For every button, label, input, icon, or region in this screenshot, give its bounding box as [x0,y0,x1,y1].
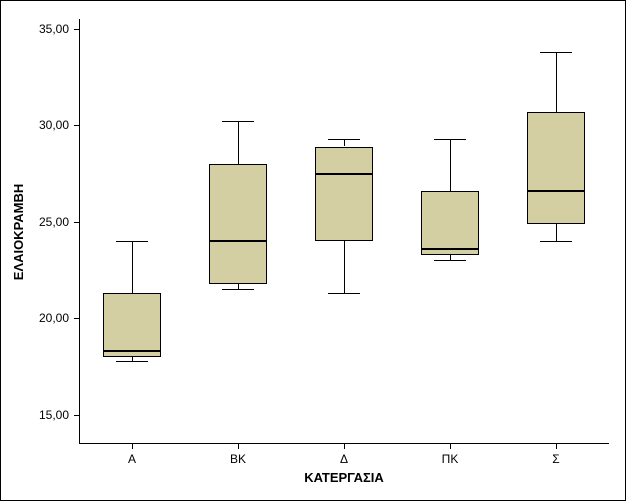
y-tick-mark [74,29,79,30]
whisker-lower-line [344,241,345,293]
x-tick-label: ΠΚ [442,452,459,466]
median-line [209,240,267,242]
whisker-lower-line [556,224,557,241]
y-axis-title: ΕΛΑΙΟΚΡΑΜΒΗ [11,183,26,280]
x-tick-mark [344,444,345,449]
y-tick-label: 15,00 [1,408,69,422]
whisker-upper-cap [116,241,148,242]
whisker-lower-cap [116,361,148,362]
x-tick-mark [132,444,133,449]
whisker-lower-cap [434,260,466,261]
whisker-lower-cap [222,289,254,290]
box [527,112,585,224]
chart-container: ΕΛΑΙΟΚΡΑΜΒΗ ΚΑΤΕΡΓΑΣΙΑ 15,00 20,00 25,00 30… [0,0,626,501]
whisker-upper-line [132,241,133,293]
x-tick-mark [238,444,239,449]
box [209,164,267,284]
whisker-upper-line [450,139,451,191]
y-tick-label: 35,00 [1,22,69,36]
y-tick-label: 25,00 [1,215,69,229]
x-tick-label: Δ [340,452,348,466]
whisker-upper-line [344,139,345,147]
box [315,147,373,242]
x-tick-mark [556,444,557,449]
whisker-lower-cap [328,293,360,294]
x-tick-label: ΒΚ [230,452,246,466]
whisker-upper-cap [434,139,466,140]
median-line [421,248,479,250]
whisker-upper-line [238,121,239,164]
box [103,293,161,357]
whisker-upper-cap [222,121,254,122]
x-tick-mark [450,444,451,449]
median-line [103,350,161,352]
whisker-upper-cap [328,139,360,140]
x-axis-title: ΚΑΤΕΡΓΑΣΙΑ [79,470,609,485]
whisker-upper-line [556,52,557,112]
whisker-upper-cap [540,52,572,53]
median-line [315,173,373,175]
y-tick-label: 20,00 [1,311,69,325]
y-tick-mark [74,318,79,319]
y-tick-mark [74,415,79,416]
y-tick-mark [74,125,79,126]
median-line [527,190,585,192]
y-tick-label: 30,00 [1,118,69,132]
box [421,191,479,255]
x-tick-label: Σ [552,452,559,466]
x-tick-label: Α [128,452,136,466]
whisker-lower-cap [540,241,572,242]
y-tick-mark [74,222,79,223]
